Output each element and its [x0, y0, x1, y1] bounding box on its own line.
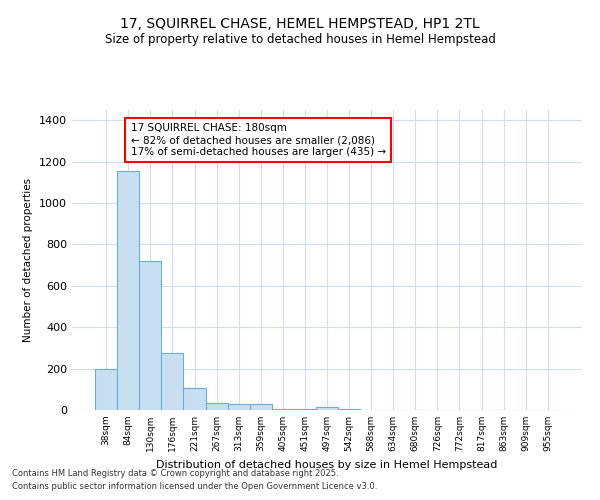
- X-axis label: Distribution of detached houses by size in Hemel Hempstead: Distribution of detached houses by size …: [157, 460, 497, 469]
- Text: Contains public sector information licensed under the Open Government Licence v3: Contains public sector information licen…: [12, 482, 377, 491]
- Y-axis label: Number of detached properties: Number of detached properties: [23, 178, 34, 342]
- Bar: [316, 407, 338, 410]
- Bar: [227, 404, 250, 410]
- Bar: [139, 262, 161, 410]
- Bar: [184, 388, 206, 410]
- Text: 17, SQUIRREL CHASE, HEMEL HEMPSTEAD, HP1 2TL: 17, SQUIRREL CHASE, HEMEL HEMPSTEAD, HP1…: [120, 18, 480, 32]
- Text: Contains HM Land Registry data © Crown copyright and database right 2025.: Contains HM Land Registry data © Crown c…: [12, 468, 338, 477]
- Bar: [161, 354, 184, 410]
- Bar: [117, 171, 139, 410]
- Bar: [206, 403, 227, 410]
- Text: Size of property relative to detached houses in Hemel Hempstead: Size of property relative to detached ho…: [104, 32, 496, 46]
- Bar: [95, 369, 117, 410]
- Bar: [250, 404, 272, 410]
- Text: 17 SQUIRREL CHASE: 180sqm
← 82% of detached houses are smaller (2,086)
17% of se: 17 SQUIRREL CHASE: 180sqm ← 82% of detac…: [131, 124, 386, 156]
